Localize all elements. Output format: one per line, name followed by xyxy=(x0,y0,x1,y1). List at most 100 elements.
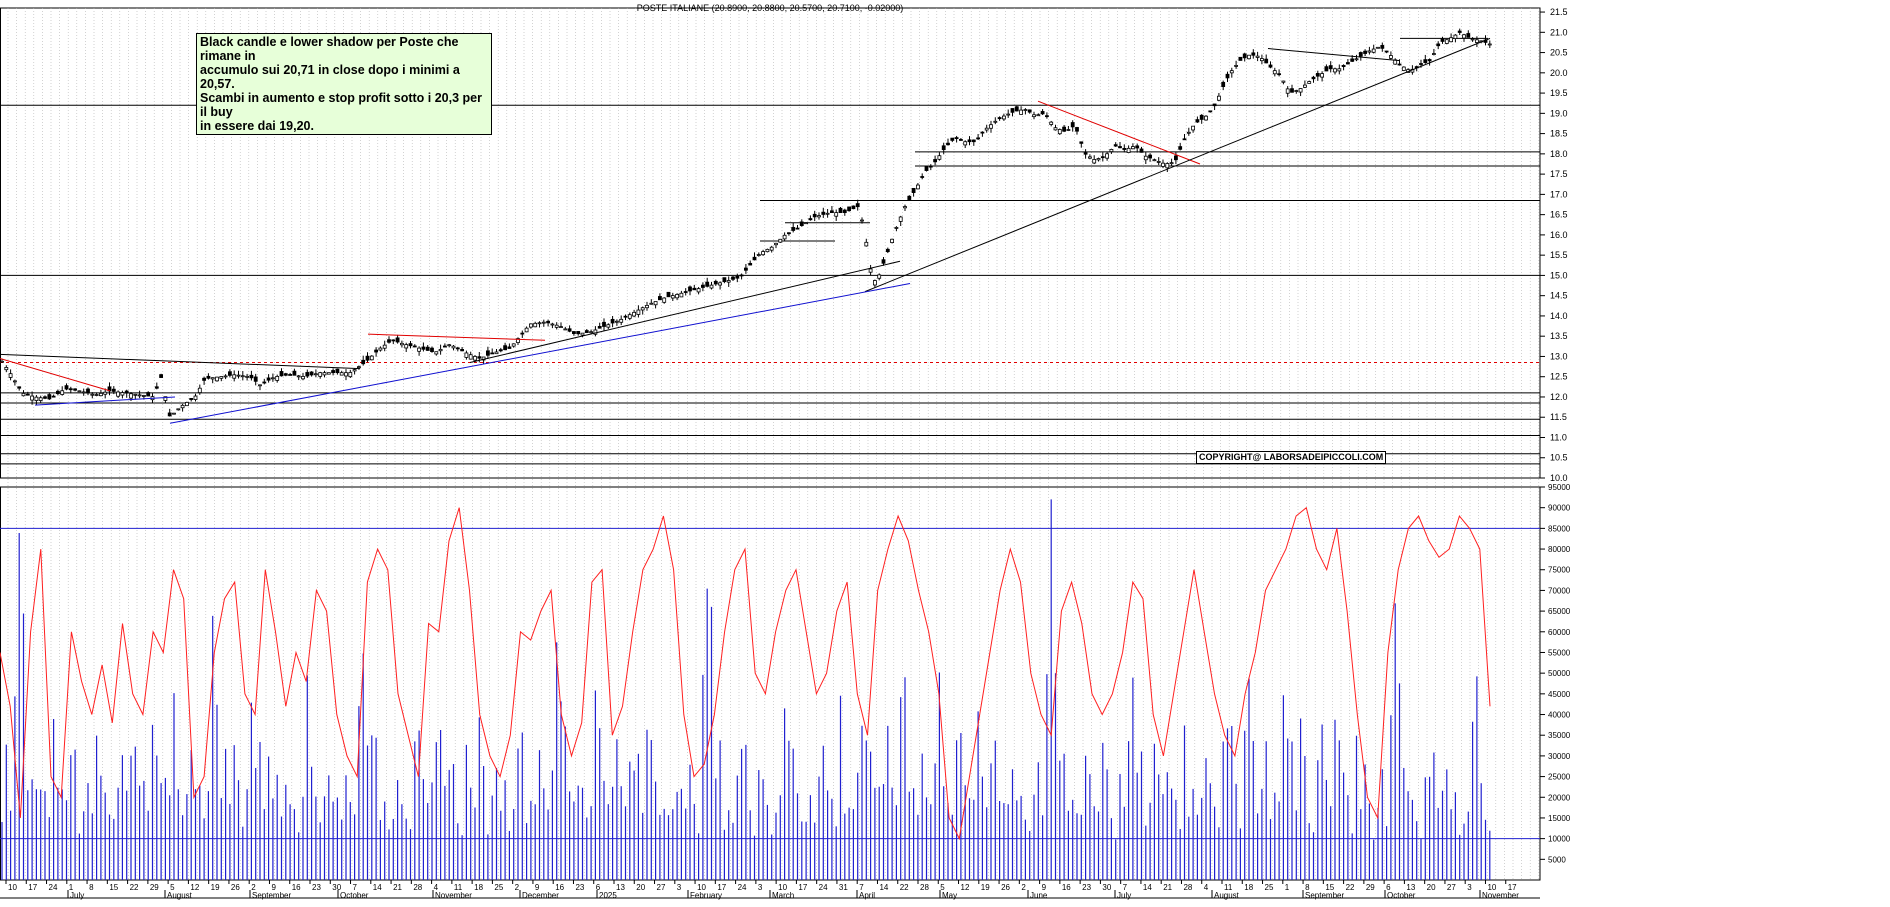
volume-tick-label: 15000 xyxy=(1548,814,1571,823)
trendline-black xyxy=(864,37,1491,293)
candle-body xyxy=(576,331,581,335)
candle-body xyxy=(240,375,245,378)
candle-body xyxy=(1075,127,1079,132)
candle-body xyxy=(288,374,293,376)
candle-body xyxy=(1333,68,1337,73)
candle-body xyxy=(1354,58,1359,61)
x-day-label: 28 xyxy=(1183,883,1192,892)
candle-body xyxy=(339,372,344,376)
candle-body xyxy=(946,142,950,146)
candle-body xyxy=(1062,126,1066,132)
x-day-label: 22 xyxy=(900,883,909,892)
candle-body xyxy=(541,321,546,324)
candle-body xyxy=(954,137,959,139)
x-month-label: October xyxy=(340,891,369,900)
candle-body xyxy=(245,375,250,378)
candle-body xyxy=(1217,95,1221,101)
candle-body xyxy=(249,374,254,379)
candle-body xyxy=(21,392,26,397)
candle-body xyxy=(236,374,241,377)
candle-body xyxy=(1010,108,1015,113)
candle-body xyxy=(124,390,129,394)
candle-body xyxy=(176,408,181,411)
note-line: accumulo sui 20,71 in close dopo i minim… xyxy=(200,63,460,91)
candle-body xyxy=(627,314,632,319)
candle-body xyxy=(352,369,357,372)
x-day-label: 10 xyxy=(697,883,706,892)
candle-body xyxy=(563,328,568,331)
candle-body xyxy=(455,347,460,350)
x-day-label: 2 xyxy=(251,883,256,892)
candle-body xyxy=(1165,163,1170,169)
x-day-label: 29 xyxy=(150,883,159,892)
candle-body xyxy=(206,375,211,379)
x-month-label: June xyxy=(1030,891,1048,900)
candle-body xyxy=(787,232,791,235)
candle-body xyxy=(623,315,628,318)
x-day-label: 29 xyxy=(1366,883,1375,892)
price-tick-label: 10.5 xyxy=(1550,453,1568,463)
volume-tick-label: 55000 xyxy=(1548,648,1571,657)
x-day-label: 20 xyxy=(1427,883,1436,892)
x-month-label: September xyxy=(1305,891,1344,900)
x-day-label: 22 xyxy=(130,883,139,892)
x-day-label: 7 xyxy=(353,883,358,892)
candle-body xyxy=(81,391,86,394)
candle-body xyxy=(133,393,138,396)
candle-body xyxy=(679,292,684,298)
candle-body xyxy=(43,396,47,399)
candle-body xyxy=(404,344,409,349)
x-day-label: 5 xyxy=(170,883,175,892)
candle-body xyxy=(744,267,748,271)
candle-body xyxy=(860,219,864,222)
candle-body xyxy=(795,227,800,230)
candle-body xyxy=(270,377,275,380)
candle-body xyxy=(774,242,778,246)
candle-body xyxy=(1049,121,1054,125)
candle-body xyxy=(430,347,434,352)
candle-body xyxy=(1298,88,1303,93)
candle-body xyxy=(227,371,232,376)
candle-body xyxy=(447,344,452,347)
candle-body xyxy=(1105,153,1109,159)
candle-body xyxy=(210,377,215,380)
x-day-label: 9 xyxy=(271,883,276,892)
x-day-label: 14 xyxy=(373,883,382,892)
candle-body xyxy=(498,349,503,352)
x-month-label: July xyxy=(70,891,84,900)
candle-body xyxy=(658,296,662,301)
candle-body xyxy=(1436,43,1441,47)
candle-body xyxy=(460,348,465,352)
candle-body xyxy=(1225,73,1230,79)
candle-body xyxy=(812,213,817,218)
candle-body xyxy=(1384,50,1389,53)
candle-body xyxy=(1036,114,1041,117)
x-month-label: 2025 xyxy=(599,891,617,900)
candle-body xyxy=(141,395,146,397)
candle-body xyxy=(258,384,262,387)
candle-body xyxy=(180,404,185,409)
x-day-label: 16 xyxy=(1062,883,1071,892)
copyright-label: COPYRIGHT@ LABORSADEIPICCOLI.COM xyxy=(1196,451,1387,464)
volume-tick-label: 90000 xyxy=(1548,504,1571,513)
volume-tick-label: 60000 xyxy=(1548,628,1571,637)
candle-body xyxy=(838,207,843,214)
candle-body xyxy=(1066,129,1071,131)
x-day-label: 30 xyxy=(1102,883,1111,892)
candle-body xyxy=(619,318,624,323)
candle-body xyxy=(752,256,757,261)
x-day-label: 15 xyxy=(109,883,118,892)
candle-body xyxy=(331,370,336,374)
candle-body xyxy=(615,320,619,323)
candle-body xyxy=(868,268,873,273)
candle-body xyxy=(1260,58,1264,62)
candle-body xyxy=(494,351,499,355)
candle-body xyxy=(30,395,35,401)
candle-body xyxy=(1380,45,1385,49)
candle-body xyxy=(1109,149,1114,153)
candle-body xyxy=(1057,129,1062,135)
candle-body xyxy=(1346,62,1350,65)
candle-body xyxy=(855,203,860,208)
x-month-label: August xyxy=(1214,891,1240,900)
